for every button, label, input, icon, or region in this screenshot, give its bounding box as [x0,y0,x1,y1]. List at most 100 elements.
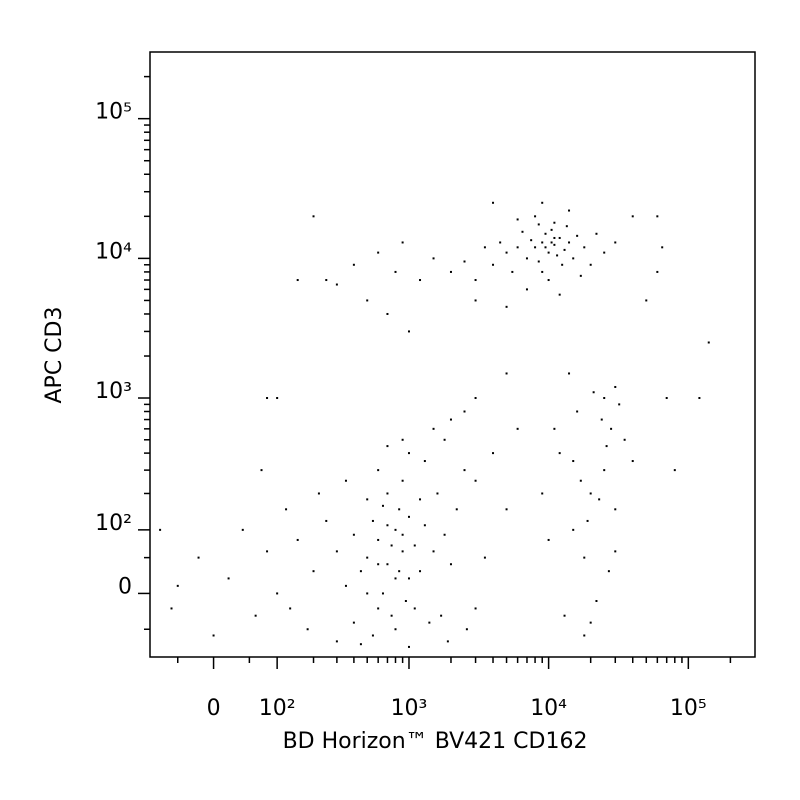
event-dot [511,270,514,273]
event-dot [446,640,449,643]
event-dot [505,372,508,375]
event-dot [401,479,404,482]
event-dot [325,279,328,282]
event-dot [465,628,468,631]
event-dot [359,570,362,573]
event-dot [595,232,598,235]
event-dot [547,538,550,541]
event-dot [505,508,508,511]
event-dot [483,556,486,559]
event-dot [306,628,309,631]
event-dot [614,385,617,388]
event-dot [547,279,550,282]
event-dot [603,251,606,254]
event-dot [707,341,710,344]
x-tick-label: 10⁴ [530,696,567,721]
event-dot [394,528,397,531]
event-dot [428,621,431,624]
event-dot [583,634,586,637]
event-dot [565,225,568,228]
event-dot [579,274,582,277]
event-dot [541,201,544,204]
event-dot [227,577,230,580]
event-dot [386,524,389,527]
event-dot [550,228,553,231]
event-dot [335,550,338,553]
event-dot [595,599,598,602]
event-dot [449,270,452,273]
x-tick-label: 10² [259,696,296,721]
event-dot [344,479,347,482]
event-dot [404,599,407,602]
event-dot [572,528,575,531]
event-dot [673,469,676,472]
event-dot [656,215,659,218]
event-dot [618,403,621,406]
event-dot [603,397,606,400]
event-dot [547,251,550,254]
event-dot [296,538,299,541]
event-dot [254,614,257,617]
event-dot [661,246,664,249]
event-dot [317,492,320,495]
event-dot [553,243,556,246]
event-dot [432,550,435,553]
event-dot [583,556,586,559]
y-tick-label: 10² [95,511,132,536]
event-dot [525,288,528,291]
event-dot [394,270,397,273]
event-dot [285,508,288,511]
event-dot [352,621,355,624]
event-dot [645,299,648,302]
event-dot [413,607,416,610]
event-dot [525,257,528,260]
event-dot [631,460,634,463]
event-dot [492,201,495,204]
event-dot [600,418,603,421]
event-dot [159,528,162,531]
event-dot [534,246,537,249]
event-dot [266,550,269,553]
event-dot [576,234,579,237]
event-dot [398,570,401,573]
event-dot [401,438,404,441]
event-dot [516,218,519,221]
event-dot [631,215,634,218]
event-dot [561,263,564,266]
event-dot [665,397,668,400]
event-dot [572,460,575,463]
event-dot [359,643,362,646]
event-dot [407,452,410,455]
event-dot [386,312,389,315]
event-dot [325,519,328,522]
event-dot [381,504,384,507]
event-dot [605,445,608,448]
event-dot [377,251,380,254]
event-dot [176,584,179,587]
y-tick-label: 10⁴ [95,239,132,264]
event-dot [335,283,338,286]
event-dot [492,263,495,266]
event-dot [366,556,369,559]
event-dot [377,469,380,472]
event-dot [413,544,416,547]
event-dot [390,544,393,547]
event-dot [516,427,519,430]
event-dot [449,418,452,421]
event-dot [568,209,571,212]
event-dot [483,246,486,249]
event-dot [419,498,422,501]
y-tick-label: 10⁵ [95,100,132,125]
event-dot [586,519,589,522]
event-dot [419,570,422,573]
event-dot [390,614,393,617]
event-dot [541,270,544,273]
event-dot [474,397,477,400]
event-dot [572,257,575,260]
event-dot [381,592,384,595]
event-dot [296,279,299,282]
event-dot [516,246,519,249]
event-dot [558,293,561,296]
event-dot [436,492,439,495]
plot-frame [149,51,756,658]
